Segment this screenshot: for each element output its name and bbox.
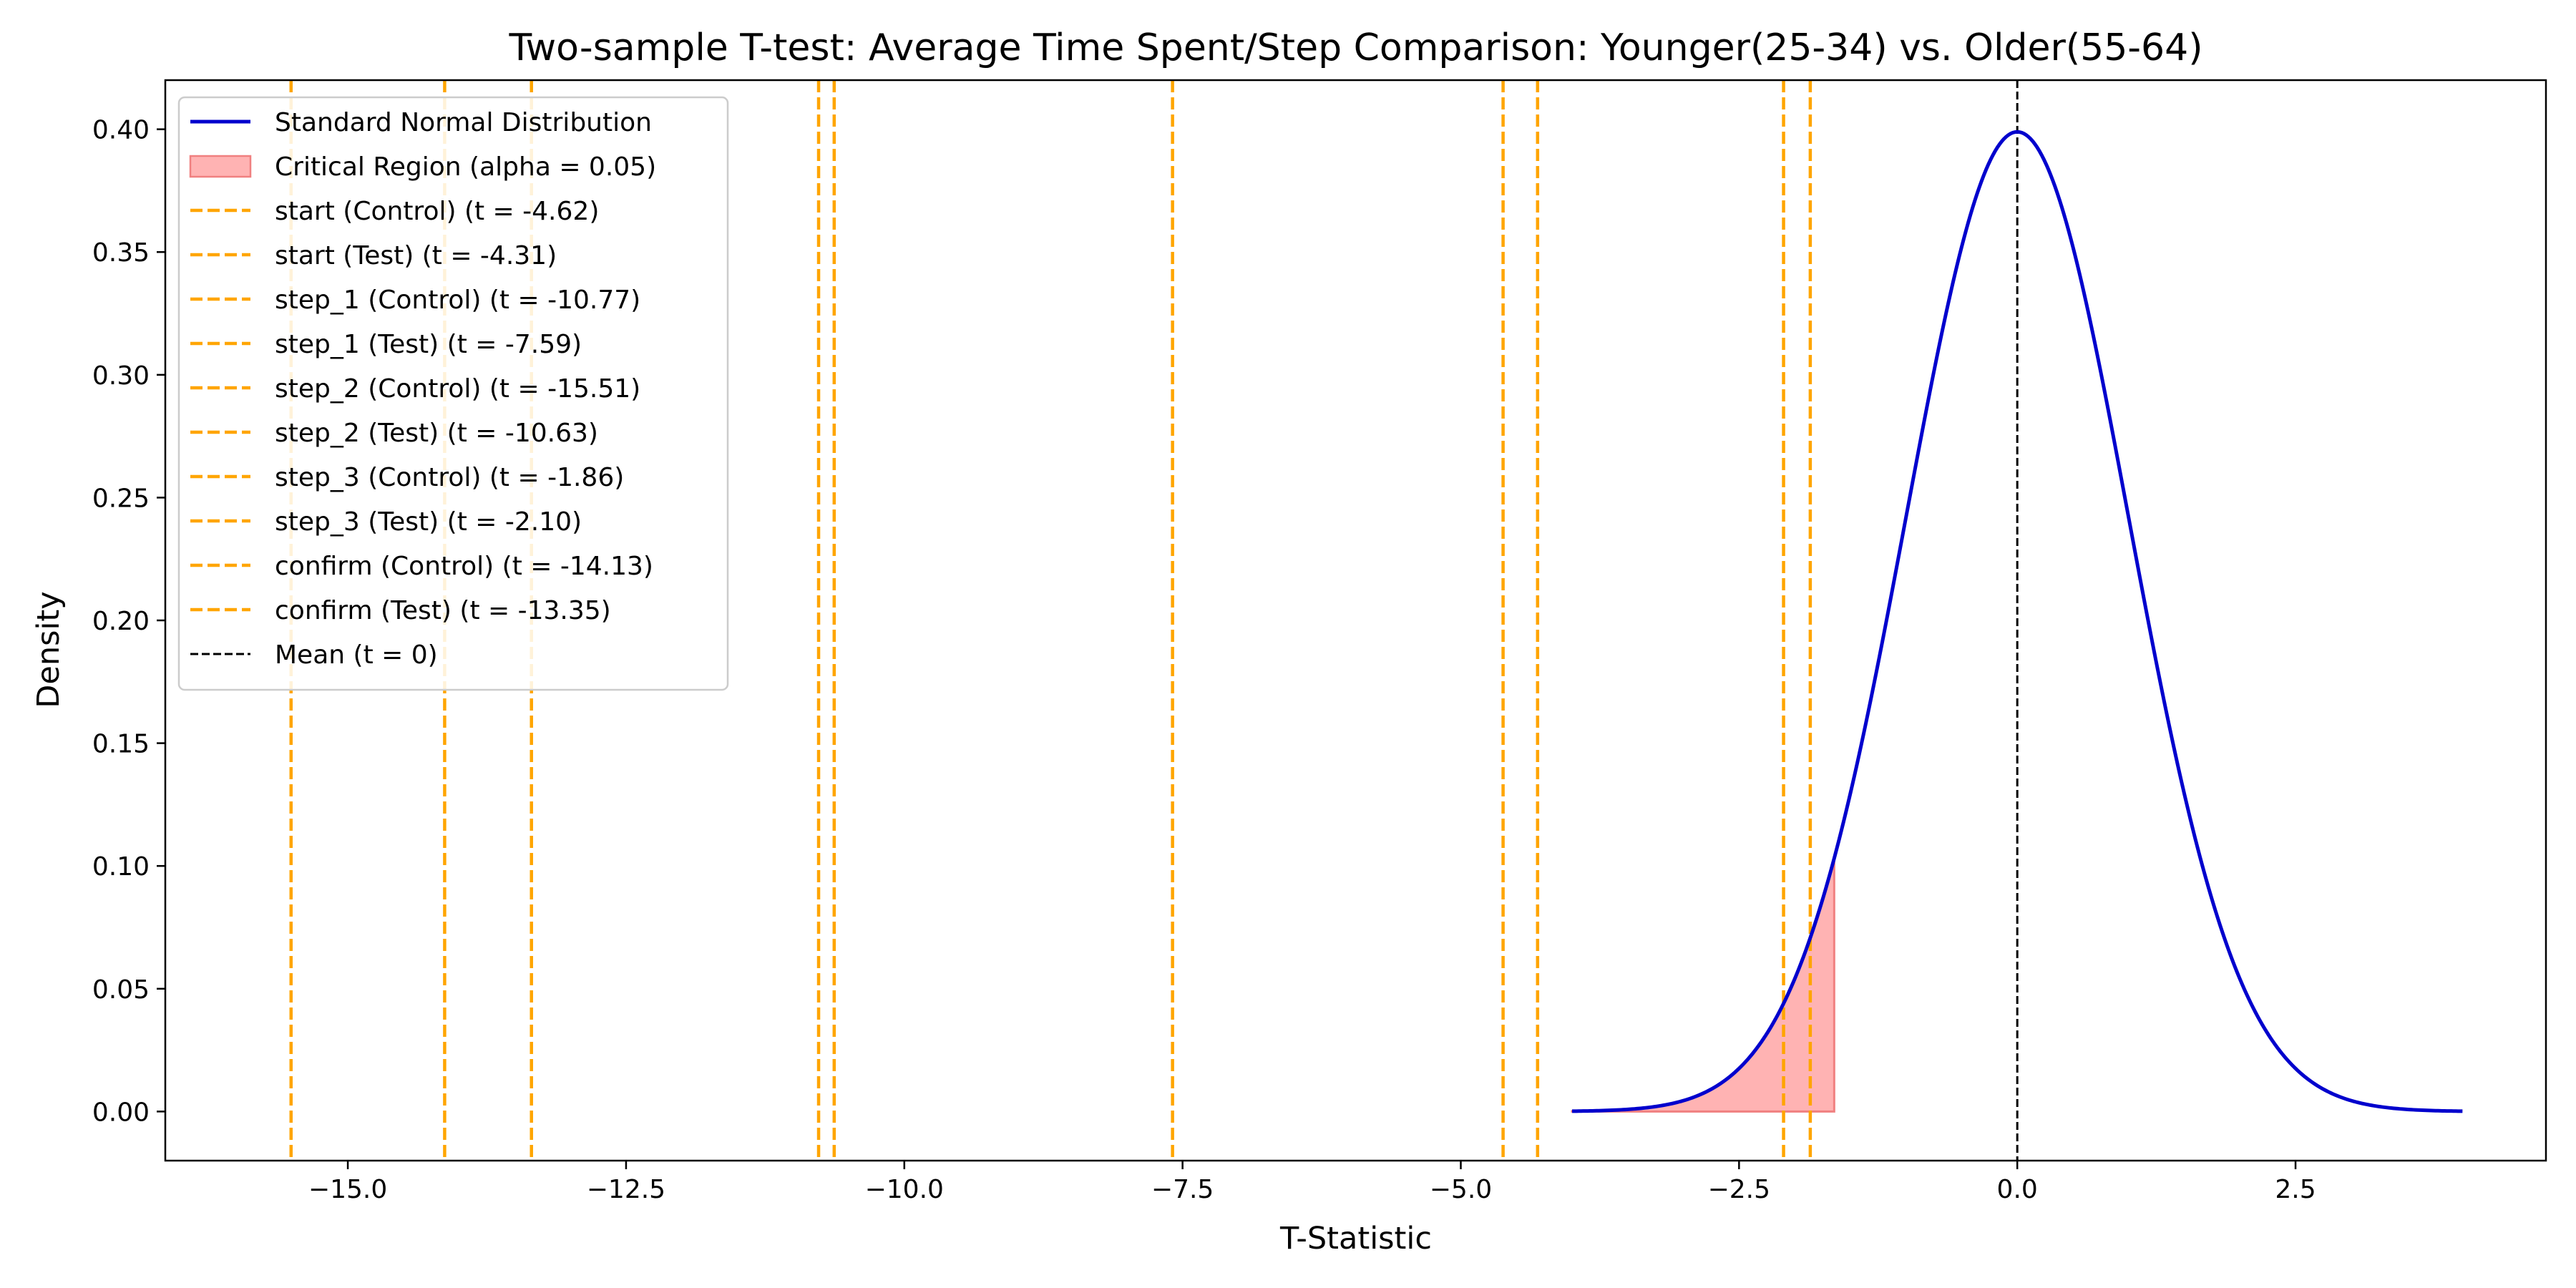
x-tick-label: −5.0 xyxy=(1430,1175,1492,1204)
legend-label: Standard Normal Distribution xyxy=(275,108,652,137)
legend-label: step_1 (Test) (t = -7.59) xyxy=(275,330,582,359)
critical-region xyxy=(1571,858,1835,1113)
normal-curve xyxy=(1572,130,2463,1113)
y-tick-label: 0.40 xyxy=(92,116,150,145)
legend-label: start (Control) (t = -4.62) xyxy=(275,197,599,226)
legend-label: step_2 (Control) (t = -15.51) xyxy=(275,374,640,404)
legend-label: confirm (Test) (t = -13.35) xyxy=(275,596,611,625)
legend-label: Critical Region (alpha = 0.05) xyxy=(275,152,656,182)
legend-label: step_2 (Test) (t = -10.63) xyxy=(275,419,598,448)
legend-label: confirm (Control) (t = -14.13) xyxy=(275,552,653,581)
y-tick-label: 0.05 xyxy=(92,975,150,1005)
legend-label: step_1 (Control) (t = -10.77) xyxy=(275,286,640,315)
x-tick-label: −2.5 xyxy=(1708,1175,1770,1204)
legend-box xyxy=(177,96,729,691)
legend-label: Mean (t = 0) xyxy=(275,640,438,670)
x-tick-label: −15.0 xyxy=(308,1175,387,1204)
legend-label: step_3 (Control) (t = -1.86) xyxy=(275,463,624,492)
x-axis-label: T-Statistic xyxy=(1279,1221,1432,1257)
legend: Standard Normal Distribution Critical Reg… xyxy=(177,96,729,691)
y-tick-label: 0.10 xyxy=(92,852,150,882)
y-tick-label: 0.30 xyxy=(92,361,150,391)
legend-label: step_3 (Test) (t = -2.10) xyxy=(275,507,582,537)
y-tick-label: 0.20 xyxy=(92,607,150,636)
legend-label: start (Test) (t = -4.31) xyxy=(275,241,557,270)
y-axis-label: Density xyxy=(31,591,67,708)
axes: −15.0 −12.5 −10.0 −7.5 −5.0 −2.5 0.0 2.5 0.00 0.0… xyxy=(92,79,2547,1204)
x-tick-label: 2.5 xyxy=(2275,1175,2316,1204)
x-tick-label: 0.0 xyxy=(1997,1175,2038,1204)
x-tick-label: −7.5 xyxy=(1151,1175,1214,1204)
legend-swatch-1 xyxy=(189,155,252,178)
y-tick-label: 0.15 xyxy=(92,730,150,759)
x-tick-label: −12.5 xyxy=(587,1175,665,1204)
x-tick-label: −10.0 xyxy=(865,1175,944,1204)
y-tick-label: 0.00 xyxy=(92,1098,150,1127)
chart-title: Two-sample T-test: Average Time Spent/St… xyxy=(508,26,2202,69)
y-tick-label: 0.35 xyxy=(92,238,150,268)
y-tick-label: 0.25 xyxy=(92,484,150,513)
